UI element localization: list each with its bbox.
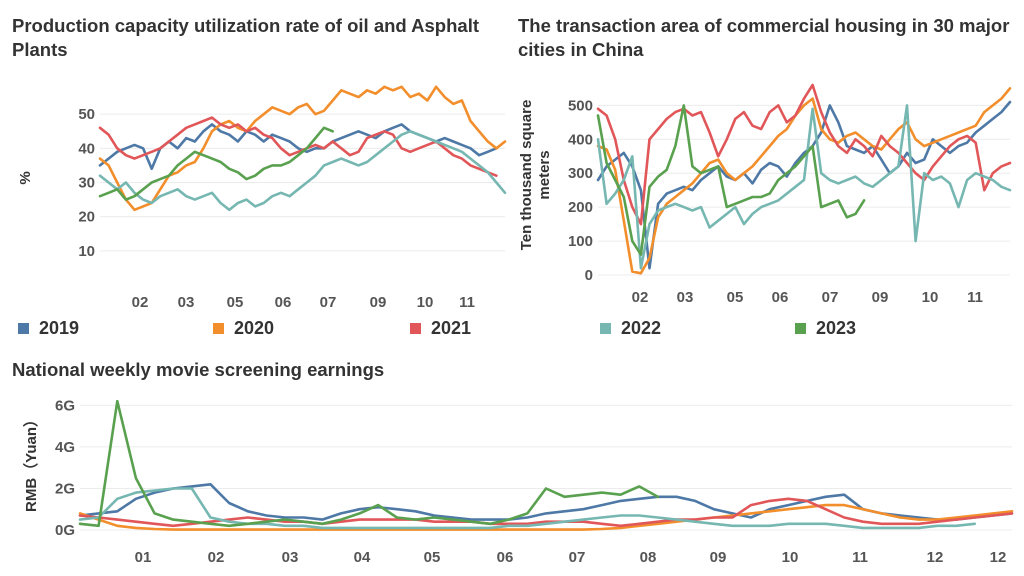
y-axis-label: % bbox=[17, 171, 34, 184]
legend-swatch bbox=[18, 323, 29, 334]
legend-label: 2021 bbox=[431, 318, 472, 338]
x-tick-label: 03 bbox=[282, 549, 299, 566]
legend-swatch bbox=[600, 323, 611, 334]
legend-item-2022: 2022 bbox=[600, 318, 661, 339]
x-tick-label: 05 bbox=[424, 549, 441, 566]
series-line-2023 bbox=[98, 126, 335, 201]
legend: 2019 2020 2021 2022 2023 bbox=[0, 318, 1024, 344]
series-line-2022 bbox=[78, 487, 977, 530]
x-tick-label: 03 bbox=[677, 289, 694, 306]
series-line-2019 bbox=[78, 482, 1014, 521]
x-tick-label: 05 bbox=[227, 294, 244, 311]
chart3-title: National weekly movie screening earnings bbox=[12, 359, 385, 380]
chart1-title: Production capacity utilization rate of … bbox=[12, 15, 479, 60]
y-tick-label: 30 bbox=[78, 175, 95, 192]
legend-label: 2020 bbox=[234, 318, 275, 338]
x-tick-label: 02 bbox=[132, 294, 149, 311]
series-line-2022 bbox=[596, 104, 1012, 270]
series-line-2021 bbox=[98, 116, 498, 177]
x-tick-label: 07 bbox=[822, 289, 839, 306]
y-tick-label: 400 bbox=[568, 131, 593, 148]
legend-label: 2022 bbox=[621, 318, 662, 338]
legend-label: 2023 bbox=[816, 318, 857, 338]
series-line-2023 bbox=[596, 104, 866, 256]
x-tick-label: 10 bbox=[417, 294, 434, 311]
x-tick-label: 12 bbox=[990, 549, 1007, 566]
x-tick-label: 09 bbox=[710, 549, 727, 566]
x-tick-label: 01 bbox=[135, 549, 152, 566]
y-tick-label: 6G bbox=[55, 397, 75, 414]
legend-swatch bbox=[795, 323, 806, 334]
chart3: 0G 2G 4G 6G 01 02 03 04 05 06 07 08 09 10 11 12 12 RMB（Yu… bbox=[22, 397, 1014, 566]
y-tick-label: 100 bbox=[568, 233, 593, 250]
series-line-2021 bbox=[78, 497, 1014, 528]
series-line-2023 bbox=[78, 399, 660, 528]
y-tick-label: 40 bbox=[78, 140, 95, 157]
x-tick-label: 11 bbox=[459, 294, 475, 311]
x-tick-label: 06 bbox=[275, 294, 292, 311]
legend-item-2019: 2019 bbox=[18, 318, 79, 339]
x-tick-label: 11 bbox=[852, 549, 868, 566]
y-tick-label: 2G bbox=[55, 480, 75, 497]
legend-label: 2019 bbox=[39, 318, 80, 338]
legend-item-2020: 2020 bbox=[213, 318, 274, 339]
series-line-2019 bbox=[98, 123, 498, 171]
x-tick-label: 08 bbox=[640, 549, 657, 566]
y-tick-label: 200 bbox=[568, 199, 593, 216]
chart2-title: The transaction area of commercial housi… bbox=[518, 15, 1010, 60]
series-line-2021 bbox=[596, 83, 1012, 226]
x-tick-label: 02 bbox=[632, 289, 649, 306]
y-tick-label: 300 bbox=[568, 165, 593, 182]
series-line-2019 bbox=[596, 100, 1012, 270]
chart2: 0 100 200 300 400 500 02 03 05 06 07 09 10 11 Ten thou… bbox=[518, 83, 1012, 306]
chart1: 10 20 30 40 50 02 03 05 06 07 09 10 11% bbox=[17, 85, 507, 311]
x-tick-label: 04 bbox=[354, 549, 371, 566]
y-axis-label: RMB（Yuan） bbox=[22, 412, 40, 512]
x-tick-label: 09 bbox=[370, 294, 387, 311]
x-tick-label: 12 bbox=[927, 549, 944, 566]
legend-swatch bbox=[213, 323, 224, 334]
x-tick-label: 09 bbox=[872, 289, 889, 306]
x-tick-label: 07 bbox=[569, 549, 586, 566]
x-tick-label: 06 bbox=[497, 549, 514, 566]
y-tick-label: 10 bbox=[78, 243, 95, 260]
series-line-2022 bbox=[98, 130, 507, 212]
y-tick-label: 500 bbox=[568, 97, 593, 114]
series-line-2020 bbox=[596, 87, 1012, 275]
x-tick-label: 10 bbox=[922, 289, 939, 306]
legend-item-2023: 2023 bbox=[795, 318, 856, 339]
y-axis-label: Ten thousand squaremeters bbox=[518, 100, 553, 251]
x-tick-label: 02 bbox=[208, 549, 225, 566]
x-tick-label: 03 bbox=[178, 294, 195, 311]
x-tick-label: 10 bbox=[782, 549, 799, 566]
x-tick-label: 11 bbox=[967, 289, 983, 306]
y-tick-label: 4G bbox=[55, 439, 75, 456]
y-tick-label: 20 bbox=[78, 209, 95, 226]
legend-item-2021: 2021 bbox=[410, 318, 471, 339]
y-tick-label: 0G bbox=[55, 522, 75, 539]
x-tick-label: 07 bbox=[320, 294, 337, 311]
x-tick-label: 06 bbox=[772, 289, 789, 306]
y-tick-label: 0 bbox=[585, 267, 593, 284]
series-line-2020 bbox=[78, 503, 1014, 531]
series-line-2020 bbox=[98, 85, 507, 212]
legend-swatch bbox=[410, 323, 421, 334]
y-tick-label: 50 bbox=[78, 106, 95, 123]
x-tick-label: 05 bbox=[727, 289, 744, 306]
